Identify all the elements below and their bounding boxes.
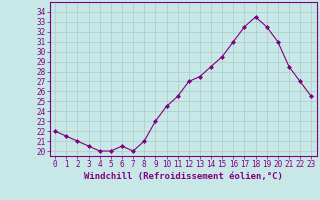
X-axis label: Windchill (Refroidissement éolien,°C): Windchill (Refroidissement éolien,°C) xyxy=(84,172,283,181)
